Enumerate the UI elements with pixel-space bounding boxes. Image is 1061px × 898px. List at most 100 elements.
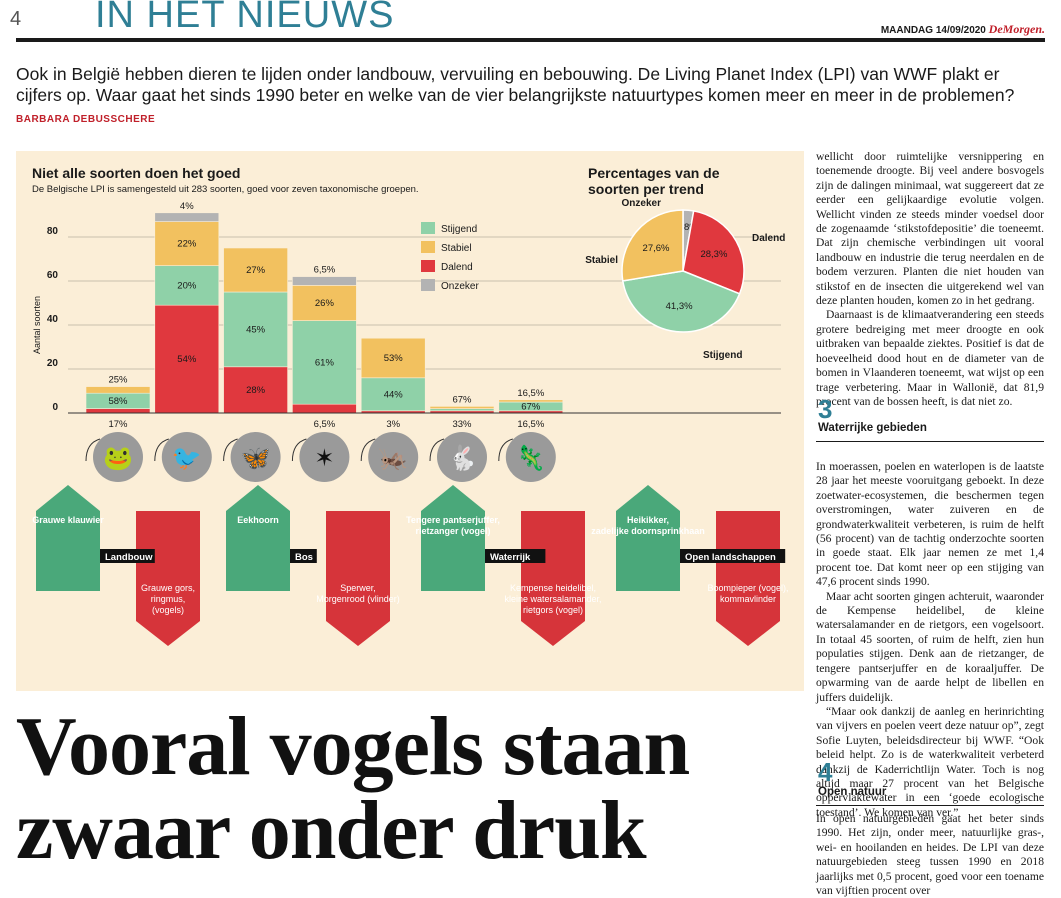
habitat-label: Waterrijk — [490, 552, 531, 563]
bar-segment-stijgend — [429, 408, 495, 412]
habitat-label-bg — [100, 549, 155, 563]
grasshopper-icon: 🦗 — [378, 445, 408, 472]
bar-segment-onzeker — [154, 212, 220, 222]
bar-segment-stabiel — [85, 386, 151, 394]
down-arrow — [521, 511, 585, 646]
habitat-up-species: Tengere pantserjuffer, rietzanger (vogel) — [406, 515, 500, 536]
chart-subtitle: De Belgische LPI is samengesteld uit 283… — [32, 184, 419, 195]
date-text: MAANDAG 14/09/2020 — [880, 25, 986, 36]
data-label: 67% — [521, 401, 541, 412]
data-label: 16,5% — [517, 388, 544, 399]
article-paragraph: Maar acht soorten gingen achteruit, waar… — [816, 589, 1044, 704]
bar-segment-dalend — [85, 408, 151, 414]
pie-legend-label: Onzeker — [622, 198, 662, 209]
connector-arrow — [360, 438, 376, 462]
y-axis-label: Aantal soorten — [32, 296, 42, 354]
infographic: Niet alle soorten doen het goed De Belgi… — [16, 151, 804, 691]
article-paragraph: In open natuurgebieden gaat het beter si… — [816, 812, 1044, 898]
bar-segment-stijgend — [154, 265, 220, 306]
section-heading: Waterrijke gebieden — [818, 422, 927, 434]
habitat-down-species: Kempense heidelibel, kleine watersalamand… — [504, 583, 601, 615]
category-icon-circle — [437, 432, 487, 482]
y-tick-label: 80 — [47, 226, 59, 237]
legend-swatch — [421, 222, 435, 234]
y-tick-label: 20 — [47, 358, 59, 369]
habitat-label: Open landschappen — [685, 552, 776, 563]
pie-value-label: 27,6% — [643, 243, 670, 254]
connector-arrow — [85, 438, 101, 462]
data-label: 28% — [246, 385, 266, 396]
bar-segment-stabiel — [360, 337, 426, 379]
section-rule — [816, 805, 1044, 806]
category-icon-circle — [299, 432, 350, 482]
bar-segment-stabiel — [154, 221, 220, 266]
pie-slice-dalend — [682, 210, 745, 295]
butterfly-icon: 🦋 — [241, 445, 271, 472]
pie-legend-label: Stijgend — [703, 350, 742, 361]
data-label: 26% — [315, 298, 335, 309]
data-label: 16,5% — [517, 419, 544, 430]
up-arrow — [421, 485, 485, 591]
bar-segment-stijgend — [360, 377, 426, 412]
data-label: 45% — [246, 324, 266, 335]
data-label: 17% — [108, 419, 128, 430]
rabbit-icon: 🐇 — [447, 444, 477, 472]
data-label: 20% — [177, 280, 197, 291]
bar-segment-dalend — [154, 304, 220, 414]
section-title: IN HET NIEUWS — [95, 0, 395, 36]
bar-segment-dalend — [223, 366, 288, 414]
article-paragraph: Daarnaast is de klimaatverandering een s… — [816, 308, 1044, 408]
habitat-up-species: Eekhoorn — [237, 515, 279, 525]
down-arrow — [326, 511, 390, 646]
bar-segment-stabiel — [429, 406, 495, 409]
habitat-up-species: Grauwe klauwier — [32, 515, 104, 525]
legend-swatch — [421, 260, 435, 272]
data-label: 6,5% — [314, 265, 336, 276]
article-column-bottom: In open natuurgebieden gaat het beter si… — [816, 812, 1044, 898]
section-rule — [816, 441, 1044, 442]
article-paragraph: In moerassen, poelen en waterlopen is de… — [816, 460, 1044, 589]
chart-title: Niet alle soorten doen het goed — [32, 165, 241, 181]
connector-arrow — [223, 438, 238, 462]
legend-label: Stabiel — [441, 243, 472, 254]
frog-icon: 🐸 — [103, 445, 133, 472]
data-label: 58% — [108, 396, 128, 407]
section-heading: Open natuur — [818, 786, 887, 798]
data-label: 53% — [384, 353, 404, 364]
legend-label: Onzeker — [441, 281, 479, 292]
pie-slice-stabiel — [621, 209, 684, 282]
data-label: 67% — [452, 394, 472, 405]
category-icon-circle — [230, 432, 281, 482]
pie-legend-label: Dalend — [752, 233, 785, 244]
section-number: 4 — [818, 757, 833, 787]
intro-paragraph: Ook in België hebben dieren te lijden on… — [16, 64, 1046, 130]
brand-logo: DeMorgen. — [988, 22, 1045, 36]
category-icon-circle — [93, 432, 143, 482]
category-icon-circle — [505, 432, 556, 482]
data-label: 3% — [386, 419, 400, 430]
category-icon-circle — [161, 432, 212, 482]
habitat-label-bg — [680, 549, 786, 563]
pie-value-label: 41,3% — [666, 301, 693, 312]
up-arrow — [36, 485, 100, 591]
connector-arrow — [429, 438, 445, 462]
pie-title: Percentages van de soorten per trend — [588, 165, 720, 197]
dragonfly-icon: ✶ — [314, 445, 334, 472]
up-arrow — [616, 485, 680, 591]
data-label: 44% — [384, 389, 404, 400]
data-label: 6,5% — [314, 419, 336, 430]
stacked-bar-chart: 0 20 40 60 80 Aantal soorten 25% 58% 17% 🐸 4% 22% 20… — [32, 198, 789, 646]
connector-arrow — [498, 438, 513, 462]
data-label: 4% — [180, 201, 194, 212]
habitat-label-bg — [290, 549, 317, 563]
down-arrow — [716, 511, 780, 646]
pie-value-label: 28,3% — [700, 249, 727, 260]
data-label: 33% — [452, 419, 472, 430]
bird-icon: 🐦 — [172, 445, 202, 472]
legend-label: Stijgend — [441, 224, 477, 235]
section-number: 3 — [818, 394, 833, 424]
bar-segment-stijgend — [292, 320, 357, 405]
lizard-icon: 🦎 — [516, 444, 546, 472]
page-number: 4 — [10, 8, 22, 30]
data-label: 25% — [108, 375, 128, 386]
